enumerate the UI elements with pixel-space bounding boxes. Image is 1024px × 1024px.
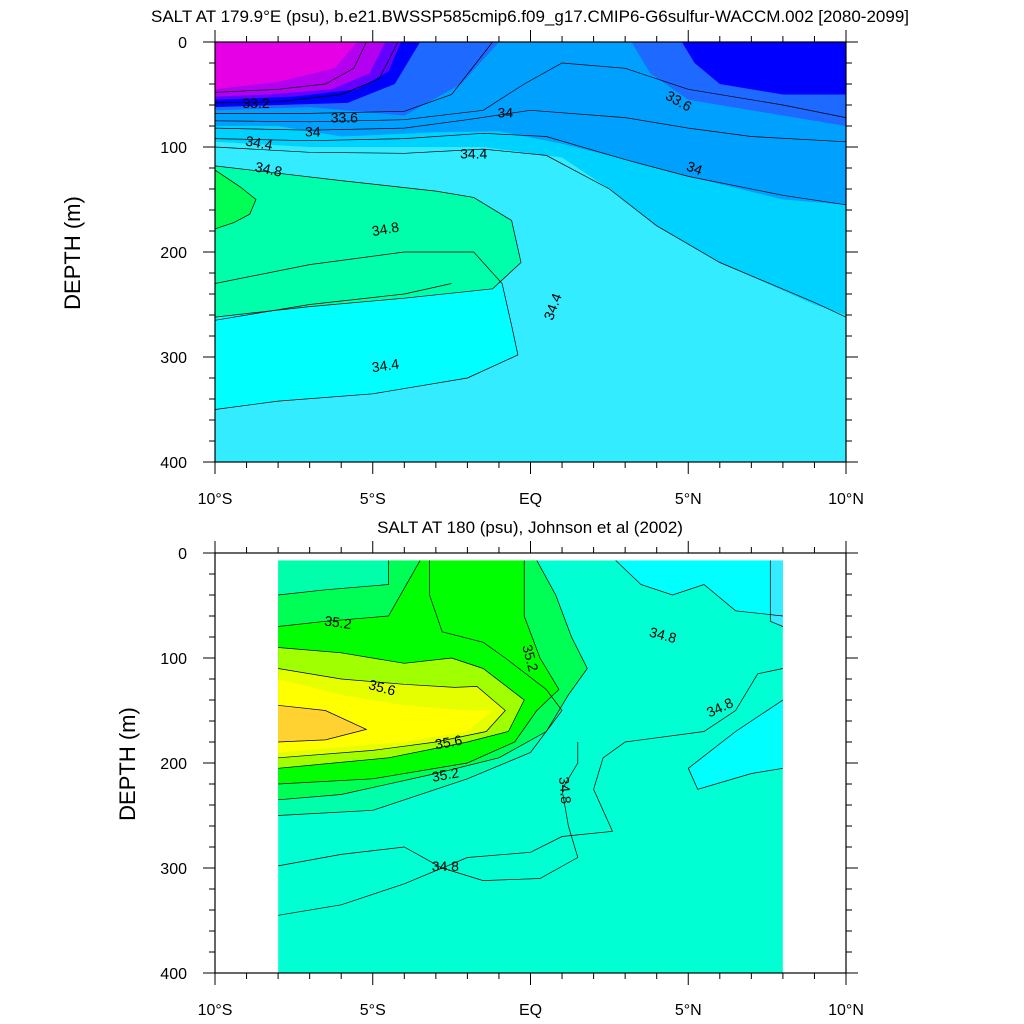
top-x-tick-label: 5°S — [360, 491, 386, 508]
bottom-contour-line — [278, 560, 421, 627]
bottom-contour-label: 34.8 — [556, 776, 574, 805]
top-salinity-band — [681, 42, 846, 95]
top-x-tick-label: 10°N — [828, 491, 864, 508]
bottom-y-tick-label: 400 — [160, 966, 187, 983]
bottom-y-tick-label: 100 — [160, 651, 187, 668]
bottom-x-tick-label: EQ — [519, 1002, 542, 1019]
bottom-contour-label: 35.2 — [519, 643, 542, 674]
top-contour-label: 34.8 — [371, 219, 401, 240]
bottom-y-tick-label: 0 — [178, 546, 187, 563]
bottom-y-axis-title: DEPTH (m) — [115, 707, 140, 821]
top-salinity-band — [215, 42, 357, 90]
bottom-contour-label: 35.6 — [434, 732, 464, 753]
bottom-contour-label: 34.8 — [432, 858, 459, 874]
bottom-plot-area: 35.235.635.635.235.234.834.834.834.8 — [278, 560, 783, 973]
top-contour-line — [215, 146, 846, 318]
top-x-tick-label: 5°N — [675, 491, 702, 508]
bottom-x-tick-label: 5°S — [360, 1002, 386, 1019]
top-contour-label: 34 — [497, 104, 513, 120]
top-y-axis-title: DEPTH (m) — [60, 196, 85, 310]
bottom-contour-line — [278, 668, 783, 916]
bottom-contour-line — [278, 647, 525, 769]
top-contour-line — [215, 251, 519, 410]
bottom-axes: 0 100 200 300 400 10°S 5°S EQ 5°N 10°N — [160, 541, 864, 1019]
top-contour-label: 34 — [685, 158, 705, 178]
top-x-tick-label: 10°S — [198, 491, 233, 508]
top-contour-line — [215, 42, 493, 114]
top-contour-line — [215, 42, 399, 104]
top-y-tick-label: 0 — [178, 35, 187, 52]
bottom-contour-line — [278, 560, 563, 816]
top-contour-label: 33.2 — [242, 95, 269, 111]
bottom-x-tick-label: 10°N — [828, 1002, 864, 1019]
top-contour-line — [215, 283, 452, 321]
bottom-contour-label: 35.6 — [367, 676, 398, 699]
top-contour-line — [215, 42, 367, 93]
bottom-chart-title: SALT AT 180 (psu), Johnson et al (2002) — [377, 518, 683, 537]
top-contour-label: 34.4 — [371, 356, 400, 376]
bottom-y-tick-label: 300 — [160, 861, 187, 878]
bottom-contour-line — [278, 560, 560, 785]
top-plot-area: 33.233.63434.434.833.63434.43434.834.434… — [215, 42, 846, 462]
bottom-salinity-band — [278, 705, 367, 742]
top-y-tick-label: 400 — [160, 455, 187, 472]
top-chart-title: SALT AT 179.9°E (psu), b.e21.BWSSP585cmi… — [151, 7, 909, 26]
bottom-contour-line — [615, 560, 783, 617]
top-panel: SALT AT 179.9°E (psu), b.e21.BWSSP585cmi… — [60, 7, 909, 508]
top-contour-label: 34.4 — [460, 145, 487, 161]
bottom-salinity-band — [688, 700, 783, 790]
bottom-contour-line — [278, 668, 506, 759]
top-contour-line — [215, 169, 257, 230]
bottom-contour-line — [278, 560, 588, 801]
bottom-contour-line — [769, 560, 783, 627]
top-salinity-band — [215, 170, 256, 229]
bottom-y-tick-label: 200 — [160, 756, 187, 773]
top-contour-label: 34 — [305, 123, 321, 139]
top-salinity-band — [215, 165, 521, 318]
bottom-contour-label: 35.2 — [431, 764, 461, 785]
top-contour-line — [215, 109, 846, 143]
bottom-x-tick-label: 5°N — [675, 1002, 702, 1019]
bottom-contour-label: 35.2 — [323, 612, 352, 632]
bottom-contour-line — [278, 560, 389, 596]
bottom-contour-line — [278, 742, 579, 881]
top-y-tick-label: 300 — [160, 350, 187, 367]
top-contour-label: 34.4 — [244, 133, 274, 154]
bottom-x-tick-label: 10°S — [198, 1002, 233, 1019]
top-contour-line — [215, 165, 522, 318]
bottom-contour-line — [687, 699, 783, 790]
top-axes: 0 100 200 300 400 10°S 5°S EQ 5°N 10°N — [160, 30, 864, 508]
bottom-contour-line — [278, 704, 368, 743]
bottom-salinity-band — [615, 560, 783, 616]
bottom-panel: SALT AT 180 (psu), Johnson et al (2002) … — [115, 518, 864, 1019]
top-contour-label: 33.6 — [331, 110, 358, 126]
top-contour-label: 34.8 — [254, 158, 284, 179]
top-contour-line — [215, 132, 846, 206]
top-x-tick-label: EQ — [519, 491, 542, 508]
bottom-salinity-band — [770, 560, 783, 627]
top-contour-line — [215, 62, 846, 123]
top-y-tick-label: 100 — [160, 140, 187, 157]
bottom-contour-label: 34.8 — [648, 624, 679, 647]
top-y-tick-label: 200 — [160, 245, 187, 262]
